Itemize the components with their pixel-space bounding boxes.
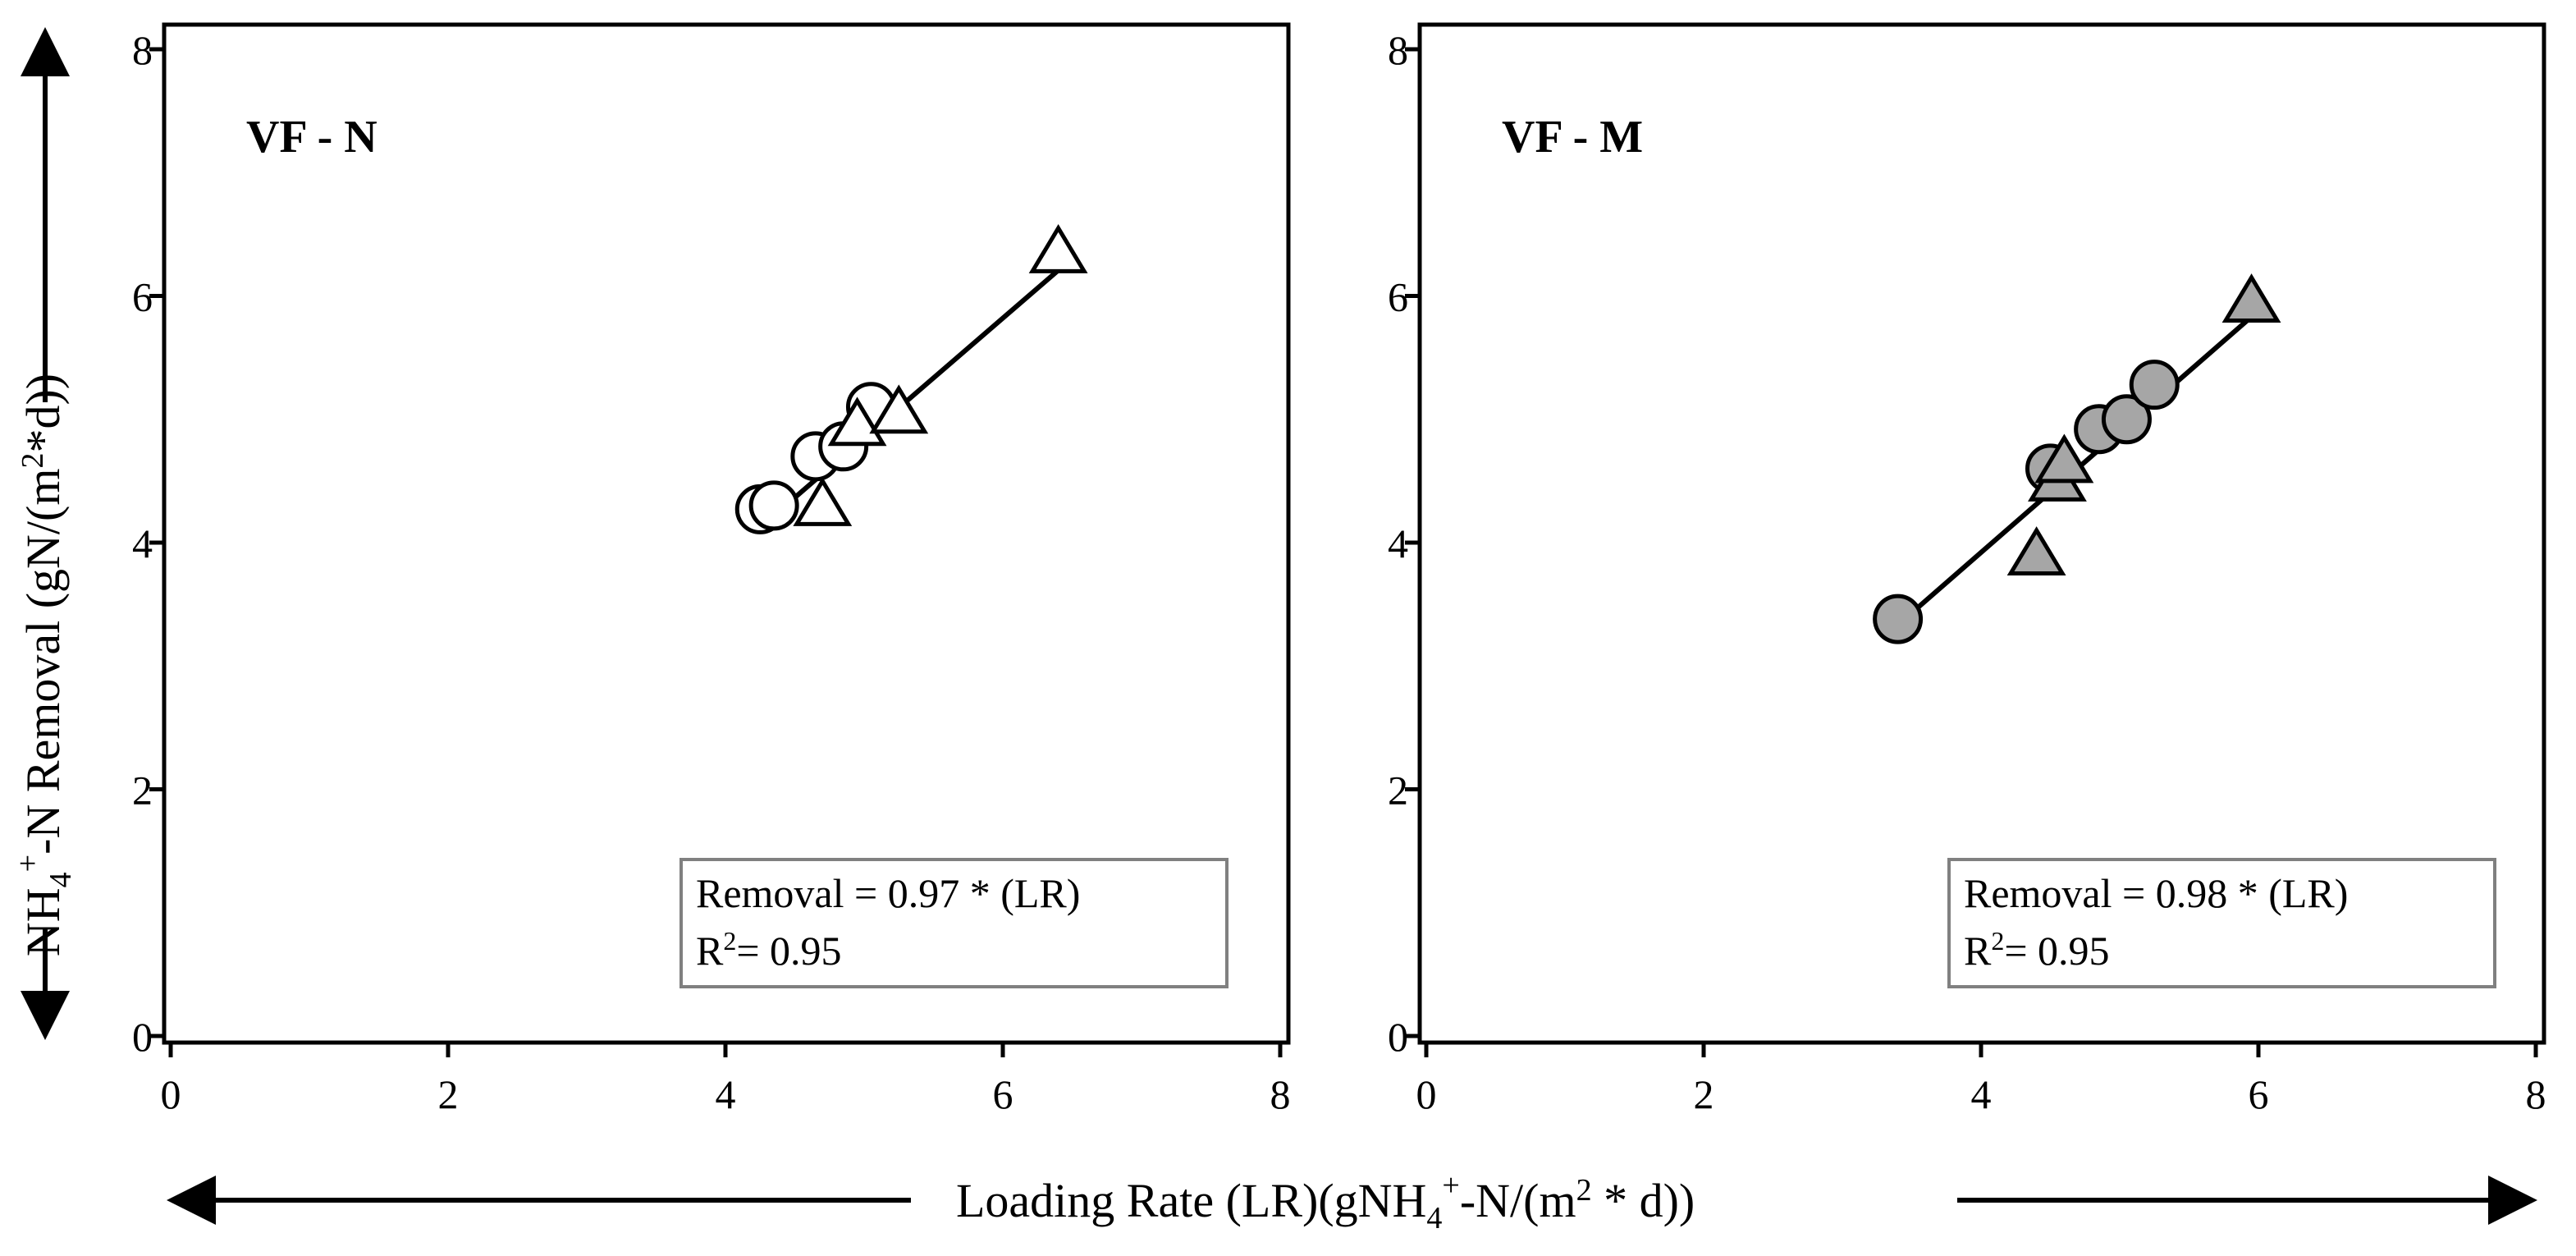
y-tick-label: 2	[1388, 768, 1408, 814]
r-squared-line: R2= 0.95	[1964, 926, 2110, 974]
y-tick-label: 6	[1388, 274, 1408, 320]
x-tick-label: 4	[716, 1071, 736, 1117]
y-tick-label: 2	[132, 768, 153, 814]
x-tick-label: 4	[1971, 1071, 1992, 1117]
y-tick-label: 8	[132, 27, 153, 73]
equation-line: Removal = 0.97 * (LR)	[696, 870, 1080, 916]
equation-line: Removal = 0.98 * (LR)	[1964, 870, 2348, 916]
circle-point	[748, 480, 799, 531]
fit-line	[758, 268, 1060, 529]
x-tick-label: 2	[438, 1071, 459, 1117]
x-axis-title-group: Loading Rate (LR)(gNH4+-N/(m2 * d))	[167, 1168, 2537, 1235]
equation-box: Removal = 0.97 * (LR) R2= 0.95	[679, 858, 1229, 988]
equation-box-frame	[1947, 858, 2496, 988]
regression-line	[758, 268, 1060, 529]
x-tick-label: 6	[993, 1071, 1013, 1117]
panel-label: VF - N	[246, 112, 377, 163]
circle-point	[2101, 394, 2152, 445]
axis-ticks: 0 2 4 6 8 0 2 4 6 8	[132, 27, 1291, 1117]
x-tick-label: 8	[1270, 1071, 1291, 1117]
x-tick-label: 8	[2526, 1071, 2546, 1117]
y-axis-title-group: NH4+-N Removal (gN/(m2*d))	[11, 27, 78, 1040]
y-tick-label: 4	[1388, 520, 1408, 566]
y-tick-label: 0	[1388, 1014, 1408, 1060]
data-marks	[734, 224, 1088, 534]
circle-point	[1873, 594, 1924, 644]
equation-box-frame	[679, 858, 1229, 988]
y-tick-label: 0	[132, 1014, 153, 1060]
triangle-point	[2221, 273, 2281, 323]
x-axis-title: Loading Rate (LR)(gNH4+-N/(m2 * d))	[956, 1168, 1695, 1235]
y-tick-label: 4	[132, 520, 153, 566]
triangle-point	[869, 384, 929, 434]
triangle-point	[2006, 526, 2066, 576]
circle-point	[2129, 360, 2180, 410]
triangle-point	[793, 477, 853, 526]
panel-vf-n: 0 2 4 6 8 0 2 4 6 8 VF - N Removal = 0.97 * (LR) …	[132, 22, 1291, 1117]
y-tick-label: 8	[1388, 27, 1408, 73]
r-squared-line: R2= 0.95	[696, 926, 842, 974]
x-tick-label: 6	[2249, 1071, 2269, 1117]
x-tick-label: 0	[161, 1071, 181, 1117]
axis-ticks: 0 2 4 6 8 0 2 4 6 8	[1388, 27, 2546, 1117]
data-marks	[1873, 273, 2281, 644]
triangle-point	[2034, 433, 2094, 484]
panel-label: VF - M	[1502, 112, 1643, 163]
y-axis-title: NH4+-N Removal (gN/(m2*d))	[11, 374, 78, 956]
equation-box: Removal = 0.98 * (LR) R2= 0.95	[1947, 858, 2496, 988]
panel-vf-m: 0 2 4 6 8 0 2 4 6 8 VF - M Removal = 0.98 * (LR) …	[1388, 22, 2546, 1117]
y-tick-label: 6	[132, 274, 153, 320]
triangle-point	[1028, 224, 1088, 273]
x-tick-label: 2	[1694, 1071, 1714, 1117]
x-tick-label: 0	[1416, 1071, 1437, 1117]
